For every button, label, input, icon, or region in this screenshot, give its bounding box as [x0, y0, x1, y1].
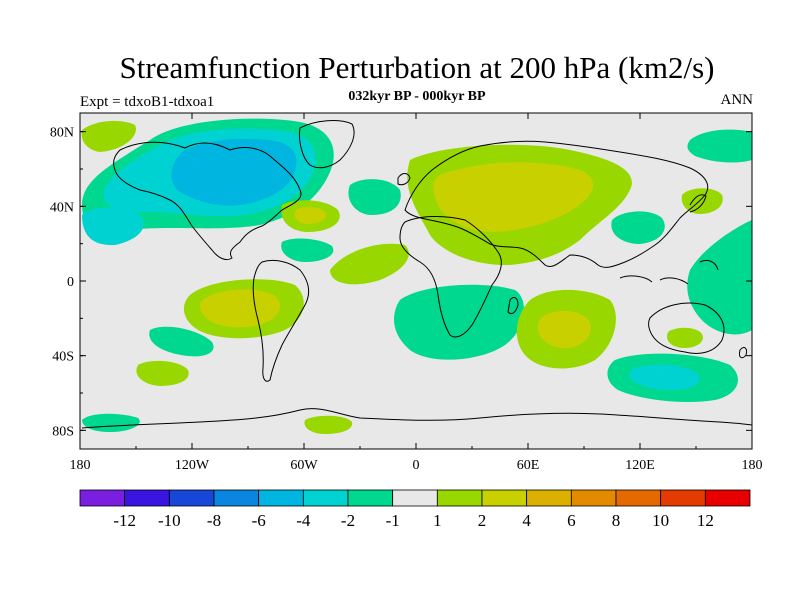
field-sindian-negative-level2 — [629, 364, 700, 390]
coastline-north-america — [113, 141, 302, 261]
colorbar-label: -4 — [296, 511, 311, 530]
field-southpacific-positive-south — [136, 360, 189, 386]
coastline-antarctica — [81, 408, 752, 429]
x-axis: 180 120W 60W 0 60E 120E 180 — [70, 113, 763, 473]
field-greenland-positive — [81, 120, 136, 152]
colorbar-swatch — [660, 489, 706, 507]
field-arctic-negative — [687, 129, 752, 163]
field-wpacific-negative — [687, 220, 752, 335]
colorbar: -12 -10 -8 -6 -4 -2 -1 1 2 4 6 8 10 12 — [79, 489, 751, 530]
field-asia-positive-level2 — [433, 162, 594, 232]
colorbar-label: 10 — [652, 511, 669, 530]
y-tick-label: 80N — [50, 126, 74, 141]
field-china-negative — [611, 211, 665, 244]
colorbar-label: -6 — [252, 511, 266, 530]
colorbar-swatch — [704, 489, 751, 507]
contour-fills — [81, 118, 752, 434]
field-satlantic-negative — [394, 284, 525, 360]
field-swpacific-negative — [149, 326, 214, 357]
colorbar-swatch — [481, 489, 528, 507]
colorbar-label: -12 — [113, 511, 136, 530]
coastline-indonesia — [619, 259, 719, 285]
colorbar-swatch — [168, 489, 215, 507]
y-tick-label: 0 — [67, 275, 74, 290]
y-axis: 80N 40N 0 40S 80S — [50, 126, 752, 439]
x-tick-label: 180 — [70, 458, 91, 473]
coastline-greenland — [299, 120, 355, 169]
colorbar-swatch — [615, 489, 662, 507]
colorbar-label: 8 — [612, 511, 621, 530]
x-tick-label: 180 — [742, 458, 763, 473]
x-tick-label: 120E — [625, 458, 655, 473]
season-label: ANN — [720, 92, 754, 108]
x-tick-label: 120W — [175, 458, 210, 473]
coastline-britain — [397, 173, 411, 186]
field-equatorial-positive — [330, 243, 409, 285]
colorbar-swatch — [526, 489, 572, 507]
field-australia-positive — [667, 327, 703, 348]
colorbar-label: -10 — [158, 511, 181, 530]
experiment-label: Expt = tdxoB1-tdxoa1 — [80, 94, 215, 110]
x-tick-label: 0 — [413, 458, 420, 473]
colorbar-swatch — [124, 489, 170, 507]
colorbar-swatch — [79, 489, 126, 507]
colorbar-swatch — [258, 489, 304, 507]
field-npacific-negative — [82, 207, 144, 246]
coastline-australia — [648, 302, 725, 354]
colorbar-label: 12 — [697, 511, 714, 530]
y-tick-label: 40N — [50, 200, 74, 215]
field-atlantic-positive-inner — [294, 206, 327, 224]
field-caribbean-negative — [281, 238, 334, 262]
colorbar-label: 1 — [433, 511, 442, 530]
field-namerica-negative-level4 — [171, 138, 297, 206]
field-spacific-positive-level2 — [199, 289, 281, 328]
colorbar-swatch — [392, 489, 438, 507]
colorbar-label: 4 — [522, 511, 531, 530]
colorbar-swatch — [436, 489, 483, 507]
colorbar-label: 2 — [478, 511, 487, 530]
coastline-eurasia — [404, 140, 709, 268]
field-antarctic-positive — [304, 415, 353, 434]
coastline-madagascar — [507, 297, 519, 315]
colorbar-swatch — [302, 489, 349, 507]
x-tick-label: 60W — [290, 458, 318, 473]
map-panel — [80, 113, 752, 449]
coastlines — [81, 120, 752, 429]
colorbar-swatch — [347, 489, 394, 507]
colorbar-swatch — [213, 489, 260, 507]
coastline-south-america — [252, 259, 310, 382]
colorbar-label: 6 — [567, 511, 576, 530]
coastline-africa — [399, 216, 502, 338]
colorbar-label: -1 — [386, 511, 400, 530]
coastline-japan — [689, 194, 707, 213]
field-neatlantic-negative — [348, 179, 401, 215]
colorbar-swatch — [570, 489, 617, 507]
field-indianocean-positive-level2 — [537, 310, 591, 349]
y-tick-label: 40S — [52, 350, 74, 365]
x-tick-label: 60E — [517, 458, 540, 473]
coastline-new-zealand — [739, 347, 747, 359]
colorbar-label: -2 — [341, 511, 355, 530]
chart-subtitle: 032kyr BP - 000kyr BP — [348, 89, 486, 104]
y-tick-label: 80S — [52, 424, 74, 439]
chart-title: Streamfunction Perturbation at 200 hPa (… — [119, 50, 715, 85]
colorbar-label: -8 — [207, 511, 221, 530]
